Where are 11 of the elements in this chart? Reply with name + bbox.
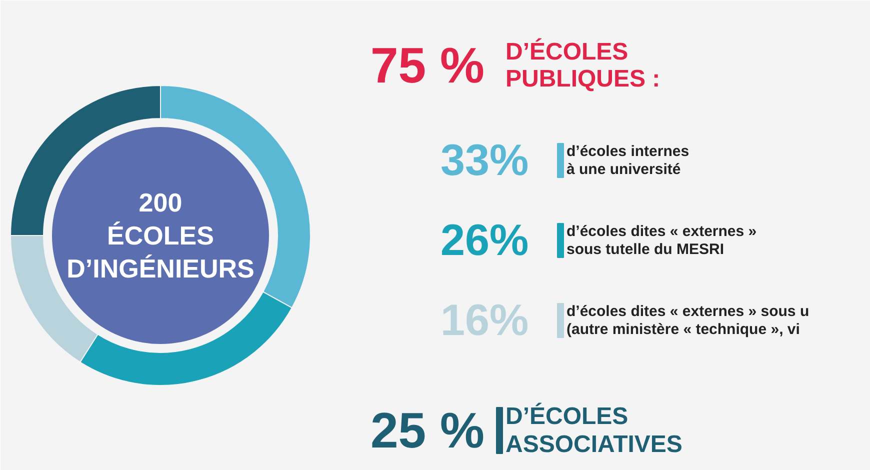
legend-label: d’écoles dites « externes » sous u (autre ministère « technique », vi	[566, 303, 810, 338]
legend-label: d’écoles dites « externes » sous tutelle du MESRI	[566, 223, 757, 258]
data-label: 33%	[440, 136, 529, 185]
data-label: 26%	[440, 216, 529, 265]
legend-label: d’écoles internes à une université	[566, 143, 690, 178]
data-label: 25 %	[370, 402, 484, 458]
text: 75 %	[370, 38, 484, 94]
text: 200 ÉCOLES D’INGÉNIEURS	[66, 188, 254, 284]
data-label: 16%	[440, 296, 529, 345]
legend-label: D’ÉCOLES ASSOCIATIVES	[506, 402, 682, 458]
text: D’ÉCOLES PUBLIQUES :	[506, 38, 660, 92]
